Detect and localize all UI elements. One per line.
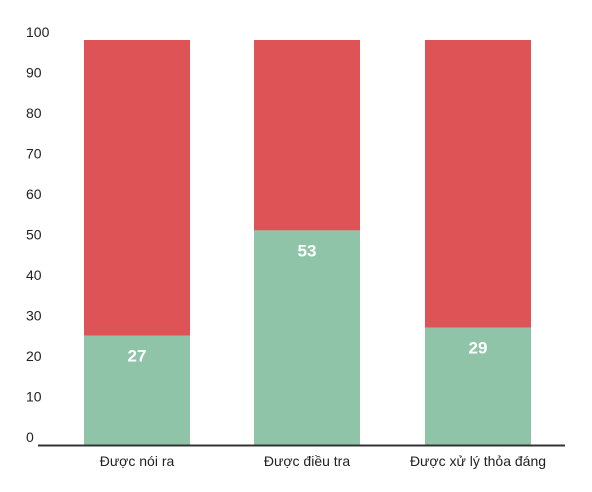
bars xyxy=(84,40,531,445)
y-tick-label-70: 70 xyxy=(26,146,42,162)
data-label-3: 29 xyxy=(469,339,488,358)
y-tick-label-10: 10 xyxy=(26,389,42,405)
y-tick-label-20: 20 xyxy=(26,348,42,364)
bar-segment-1-2 xyxy=(84,40,190,336)
bar-segment-2-2 xyxy=(254,40,360,231)
bar-segment-3-1 xyxy=(425,327,531,445)
y-tick-label-30: 30 xyxy=(26,308,42,324)
y-tick-label-90: 90 xyxy=(26,65,42,81)
data-label-1: 27 xyxy=(128,347,147,366)
y-tick-label-80: 80 xyxy=(26,105,42,121)
bar-segment-1-1 xyxy=(84,335,190,445)
category-label-1: Được nói ra xyxy=(100,453,175,469)
y-tick-label-60: 60 xyxy=(26,186,42,202)
category-labels: Được nói ra Được điều tra Được xử lý thỏa … xyxy=(100,453,546,469)
category-label-2: Được điều tra xyxy=(264,453,350,469)
y-tick-label-50: 50 xyxy=(26,227,42,243)
data-labels: 27 53 29 xyxy=(128,241,488,365)
y-axis-ticks: 0 10 20 30 40 50 60 70 80 90 100 xyxy=(26,24,50,445)
y-tick-label-0: 0 xyxy=(26,429,34,445)
y-tick-label-100: 100 xyxy=(26,24,50,40)
bar-segment-2-1 xyxy=(254,230,360,445)
bar-segment-3-2 xyxy=(425,40,531,328)
category-label-3: Được xử lý thỏa đáng xyxy=(410,453,546,469)
data-label-2: 53 xyxy=(298,241,317,260)
y-tick-label-40: 40 xyxy=(26,267,42,283)
